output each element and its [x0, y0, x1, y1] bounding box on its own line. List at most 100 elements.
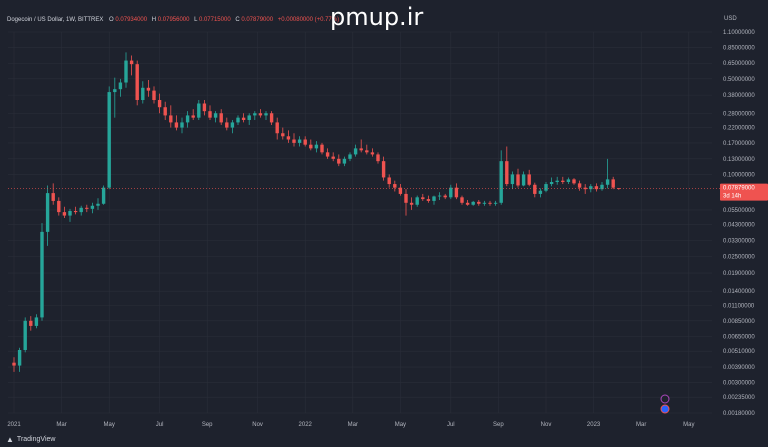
candle-body: [281, 133, 285, 137]
candle: [460, 195, 464, 205]
candle-body: [152, 90, 156, 101]
x-tick-label: Nov: [252, 422, 263, 428]
candle-body: [29, 320, 33, 326]
candle-body: [415, 197, 419, 205]
candle: [600, 182, 604, 191]
candle: [225, 117, 229, 131]
candle-body: [247, 115, 251, 120]
candle: [398, 184, 403, 196]
last-price-value: 0.07879000: [723, 186, 755, 192]
candle: [555, 176, 559, 185]
candle-body: [426, 199, 431, 201]
candle-body: [320, 144, 324, 153]
candle: [544, 182, 548, 193]
candle: [275, 117, 279, 140]
candle-body: [253, 113, 257, 116]
candle: [135, 60, 139, 106]
candle: [337, 154, 341, 167]
tradingview-branding[interactable]: ▲ TradingView: [6, 435, 55, 444]
candle-body: [135, 64, 139, 101]
candle: [471, 200, 475, 206]
candle-body: [68, 211, 72, 216]
low-label: L: [194, 17, 198, 23]
candle: [247, 113, 251, 125]
candle: [594, 183, 599, 192]
candle-body: [561, 180, 565, 183]
candle-body: [331, 156, 335, 159]
candle-body: [292, 139, 296, 143]
candle-body: [393, 184, 397, 188]
y-axis-ticks: 1.10000000 0.85000000 0.65000000 0.50000000…: [723, 30, 755, 417]
candle: [533, 182, 537, 198]
y-tick-label: 0.00650000: [723, 335, 755, 341]
candle-body: [202, 103, 207, 112]
candle: [521, 171, 526, 187]
candle: [370, 148, 375, 157]
candle-body: [40, 231, 44, 318]
x-tick-label: Sep: [202, 422, 213, 428]
y-tick-label: 0.22000000: [723, 126, 755, 132]
candle-body: [432, 196, 436, 201]
candle-body: [174, 122, 179, 128]
candle: [465, 199, 470, 206]
candle: [443, 193, 447, 200]
candle-body: [213, 113, 218, 118]
candle-body: [275, 122, 279, 134]
candle: [376, 152, 380, 164]
candle-body: [549, 182, 554, 185]
candle: [68, 208, 72, 222]
candle-body: [107, 92, 111, 188]
candle: [51, 183, 55, 205]
candle-body: [62, 212, 67, 216]
candle: [213, 111, 218, 123]
x-tick-label: Mar: [348, 422, 358, 428]
candles: [12, 52, 621, 372]
candle-body: [57, 200, 61, 213]
candle-body: [325, 152, 330, 157]
candle-body: [146, 87, 151, 91]
close-value: 0.07879000: [241, 17, 273, 23]
candle-body: [353, 148, 358, 155]
candle-body: [605, 179, 610, 185]
candle: [129, 55, 134, 76]
candle: [113, 77, 117, 118]
candle-body: [499, 161, 503, 203]
x-tick-label: May: [104, 422, 115, 428]
candle: [493, 200, 498, 206]
candle-body: [191, 115, 195, 118]
candle-body: [449, 187, 453, 198]
candle: [208, 105, 212, 120]
candle-body: [34, 317, 39, 326]
candle-body: [510, 174, 515, 185]
candle: [241, 113, 246, 123]
candle: [174, 115, 179, 131]
candle: [572, 178, 576, 185]
candle: [152, 86, 156, 104]
x-tick-label: Jul: [156, 422, 164, 428]
x-tick-label: May: [395, 422, 406, 428]
candle-body: [258, 113, 263, 116]
candle-body: [129, 60, 134, 65]
y-tick-label: 0.50000000: [723, 77, 755, 83]
news-marker-icon[interactable]: [660, 404, 670, 414]
y-tick-label: 0.01400000: [723, 289, 755, 295]
symbol-label: Dogecoin / US Dollar, 1W, BITTREX: [7, 17, 103, 23]
y-tick-label: 0.85000000: [723, 45, 755, 51]
candle-body: [477, 201, 481, 204]
candle-body: [303, 139, 307, 145]
dividend-marker-icon[interactable]: [660, 394, 670, 404]
candle-body: [297, 139, 302, 143]
candle: [146, 80, 151, 97]
candle-body: [533, 184, 537, 194]
candle: [292, 133, 296, 147]
candle: [79, 205, 83, 216]
candle: [381, 156, 386, 181]
candle: [426, 195, 431, 203]
candle: [342, 156, 347, 167]
horizontal-gridlines: [8, 31, 712, 414]
candle-body: [577, 183, 582, 188]
candle: [180, 117, 184, 134]
candle: [482, 200, 487, 206]
x-tick-label: May: [683, 422, 694, 428]
